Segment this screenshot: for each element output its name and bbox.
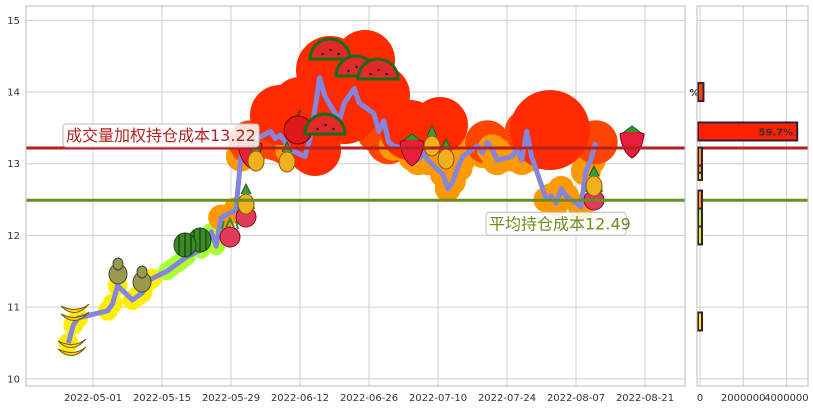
strawberry-leaves (623, 125, 641, 133)
fruit-icon-layer (57, 37, 645, 356)
pineapple-crown (240, 182, 252, 195)
banana-icon (60, 303, 90, 321)
radish-leaves (221, 216, 239, 230)
distribution-bar (697, 207, 703, 228)
pineapple-icon (585, 164, 603, 197)
radish-icon (219, 216, 241, 248)
plot-frames (25, 5, 809, 387)
side-grid (697, 6, 808, 386)
y-tick-label: 15 (7, 16, 20, 27)
pear-top (112, 257, 124, 271)
x-tick-label: 2022-05-01 (64, 393, 122, 404)
x-tick-label: 2022-06-26 (340, 393, 398, 404)
strawberry-leaves (403, 133, 421, 141)
watermelon-icon (303, 112, 347, 136)
melon-icon (173, 232, 197, 258)
y-tick-label: 11 (7, 303, 20, 314)
pineapple-icon (423, 124, 441, 157)
pineapple-body (278, 151, 296, 173)
x-tick-label: 2022-07-24 (478, 393, 536, 404)
x-tick-label: 2022-07-10 (409, 393, 467, 404)
banana-shape (57, 346, 87, 356)
price-line-layer (65, 75, 599, 344)
x-tick-label: 2022-05-15 (133, 393, 191, 404)
pineapple-body (585, 175, 603, 197)
pear-icon (132, 265, 152, 293)
y-tick-label: 14 (7, 88, 20, 99)
reference-label: 平均持仓成本12.49 (489, 214, 631, 233)
watermelon-icon (308, 37, 352, 61)
distribution-bar (697, 189, 703, 210)
side-x-tick-label: 4000000 (764, 393, 809, 404)
y-tick-label: 10 (7, 374, 20, 385)
side-x-tick-label: 0 (697, 393, 703, 404)
pineapple-crown (426, 124, 438, 137)
distribution-bars: 59.7%% (689, 82, 799, 332)
y-tick-label: 13 (7, 159, 20, 170)
price-series-line (65, 75, 599, 344)
banana-shape (60, 311, 90, 321)
distribution-bar (697, 121, 799, 142)
strawberry-icon (619, 125, 645, 159)
watermelon-seeds (369, 68, 388, 76)
side-x-tick-label: 2000000 (721, 393, 766, 404)
distribution-bar (697, 82, 705, 103)
x-tick-label: 2022-05-29 (202, 393, 260, 404)
banana-shape (60, 303, 90, 313)
pineapple-body (437, 148, 455, 170)
distribution-bar (697, 311, 703, 332)
pineapple-body (423, 135, 441, 157)
reference-line-layer: 成交量加权持仓成本13.22 平均持仓成本12.49 (26, 123, 808, 236)
watermelon-seeds (321, 48, 340, 56)
side-plot-frame (696, 5, 809, 387)
reference-label-box (485, 211, 627, 236)
pear-top (136, 265, 148, 279)
x-tick-label: 2022-08-07 (547, 393, 605, 404)
tick-labels: 10 11 12 13 14 15 2022-05-01 2022-05-15 2022-05-… (7, 16, 808, 404)
melon-stripes (178, 233, 192, 257)
watermelon-seeds (316, 123, 335, 131)
distribution-bar-label: 59.7% (758, 127, 793, 138)
reference-label: 成交量加权持仓成本13.22 (66, 126, 256, 145)
pineapple-crown (588, 164, 600, 177)
distribution-bar-label: % (689, 88, 699, 99)
main-plot-frame (25, 5, 686, 387)
pineapple-body (247, 150, 265, 172)
strawberry-icon (399, 133, 425, 167)
distribution-bar (697, 146, 703, 167)
strawberry-body (619, 130, 645, 159)
watermelon-icon (356, 57, 400, 81)
banana-icon (57, 338, 87, 356)
radish-body (219, 226, 241, 248)
reference-label-box (62, 123, 260, 148)
y-tick-label: 12 (7, 231, 20, 242)
banana-shape (57, 338, 87, 348)
apple-stem (297, 109, 301, 117)
x-tick-label: 2022-06-12 (271, 393, 329, 404)
pineapple-body (237, 193, 255, 215)
distribution-bar (697, 225, 703, 246)
x-tick-label: 2022-08-21 (616, 393, 674, 404)
pear-icon (108, 257, 128, 285)
bubble-layer (58, 30, 618, 353)
